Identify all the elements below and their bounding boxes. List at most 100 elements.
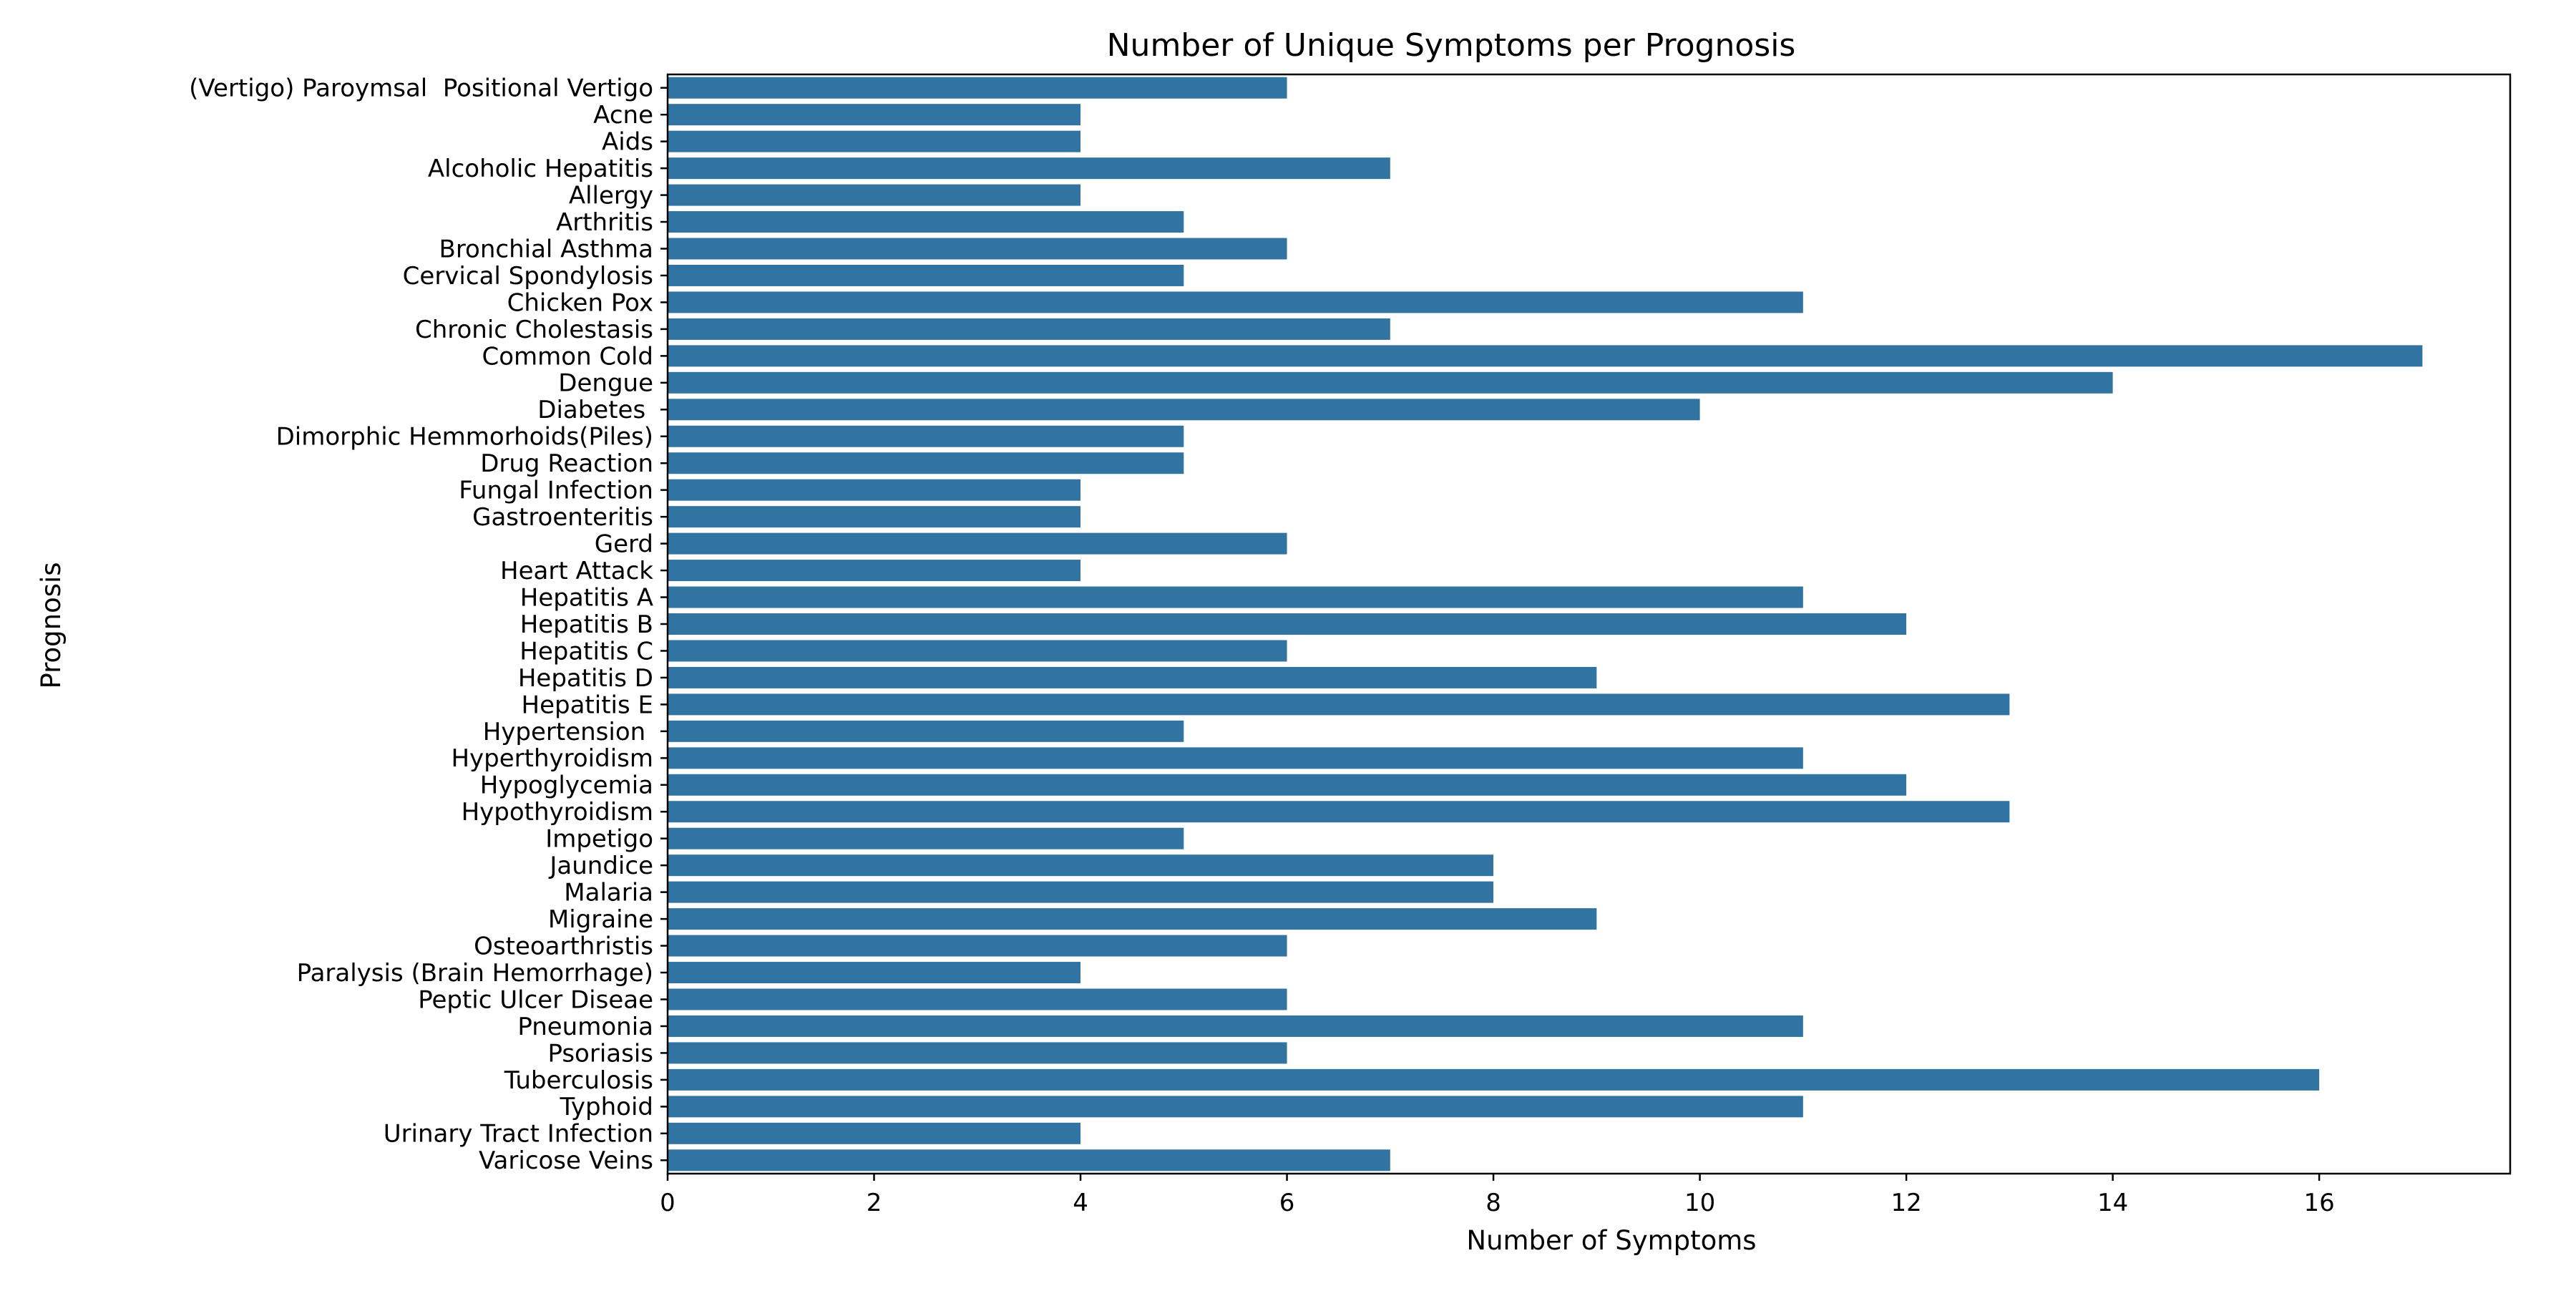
- plot-frame: [666, 73, 2512, 1175]
- y-tick-label: Arthritis: [556, 208, 653, 237]
- bar: [668, 1042, 1287, 1064]
- bar: [668, 291, 1803, 313]
- y-tick-label: Chicken Pox: [507, 288, 653, 317]
- x-axis-label: Number of Symptoms: [1466, 1225, 1756, 1256]
- bar: [668, 774, 1907, 796]
- y-tick-label: Aids: [602, 128, 653, 157]
- bar: [668, 238, 1287, 260]
- y-tick-label: Hepatitis A: [520, 583, 653, 612]
- y-tick-label: Hyperthyroidism: [451, 744, 653, 773]
- y-tick-label: Malaria: [564, 879, 653, 907]
- bar: [668, 827, 1184, 849]
- bar: [668, 640, 1287, 662]
- y-tick-label: Acne: [593, 101, 653, 130]
- bar: [668, 666, 1597, 688]
- bar: [668, 693, 2010, 716]
- x-tick-label: 4: [1073, 1189, 1088, 1217]
- bar: [668, 104, 1081, 126]
- y-tick-label: Urinary Tract Infection: [384, 1120, 653, 1149]
- x-tick-label: 8: [1485, 1189, 1501, 1217]
- bar: [668, 988, 1287, 1010]
- y-tick-label: Paralysis (Brain Hemorrhage): [297, 959, 653, 988]
- y-tick-label: Dimorphic Hemmorhoids(Piles): [276, 423, 653, 452]
- y-tick-label: Impetigo: [545, 825, 653, 854]
- bar: [668, 1149, 1390, 1171]
- x-tick-label: 2: [867, 1189, 882, 1217]
- bar: [668, 881, 1494, 903]
- bar: [668, 425, 1184, 447]
- bar: [668, 130, 1081, 152]
- bar: [668, 77, 1287, 99]
- bar: [668, 532, 1287, 555]
- y-tick-label: Cervical Spondylosis: [403, 262, 653, 291]
- y-tick-label: Fungal Infection: [459, 477, 653, 505]
- x-tick-label: 10: [1684, 1189, 1715, 1217]
- y-axis-ticks: (Vertigo) Paroymsal Positional VertigoAc…: [189, 74, 668, 1175]
- y-tick-label: Varicose Veins: [479, 1146, 653, 1175]
- y-tick-label: Hypertension: [483, 718, 653, 746]
- bar: [668, 1015, 1803, 1037]
- y-tick-label: Osteoarthristis: [474, 932, 653, 960]
- bar: [668, 211, 1184, 233]
- bar: [668, 854, 1494, 877]
- bar: [668, 560, 1081, 582]
- bar: [668, 747, 1803, 769]
- bar: [668, 345, 2423, 367]
- x-tick-label: 14: [2097, 1189, 2128, 1217]
- y-tick-label: (Vertigo) Paroymsal Positional Vertigo: [189, 74, 653, 103]
- bar: [668, 452, 1184, 474]
- y-tick-label: Gerd: [595, 530, 653, 559]
- bars-group: [668, 77, 2423, 1171]
- y-tick-label: Psoriasis: [547, 1039, 653, 1068]
- y-tick-label: Hypoglycemia: [480, 771, 653, 800]
- bar: [668, 801, 2010, 823]
- y-tick-label: Allergy: [569, 181, 653, 210]
- y-tick-label: Hepatitis E: [522, 691, 653, 719]
- y-tick-label: Diabetes: [537, 396, 653, 424]
- y-tick-label: Hepatitis B: [520, 610, 653, 639]
- y-tick-label: Dengue: [558, 369, 653, 398]
- y-tick-label: Gastroenteritis: [472, 503, 653, 532]
- bar: [668, 1068, 2320, 1091]
- bar: [668, 1122, 1081, 1144]
- y-tick-label: Typhoid: [559, 1093, 653, 1121]
- chart-title: Number of Unique Symptoms per Prognosis: [1107, 27, 1796, 64]
- x-axis-ticks: 0 2 4 6 8 10 12 14 16: [660, 1174, 2335, 1217]
- y-tick-label: Hypothyroidism: [462, 798, 653, 827]
- bar: [668, 318, 1390, 340]
- bar: [668, 962, 1081, 984]
- x-tick-label: 6: [1279, 1189, 1295, 1217]
- bar: [668, 506, 1081, 528]
- y-tick-label: Alcoholic Hepatitis: [428, 155, 653, 183]
- bar: [668, 613, 1907, 635]
- x-tick-label: 0: [660, 1189, 675, 1217]
- bar: [668, 479, 1081, 501]
- y-tick-label: Hepatitis C: [519, 637, 653, 666]
- bar: [668, 184, 1081, 206]
- bar: [668, 1096, 1803, 1118]
- y-tick-label: Peptic Ulcer Diseae: [418, 985, 653, 1014]
- bar: [668, 399, 1700, 421]
- y-tick-label: Heart Attack: [500, 557, 653, 585]
- y-tick-label: Common Cold: [482, 342, 653, 371]
- bar: [668, 935, 1287, 957]
- y-tick-label: Migraine: [548, 905, 653, 934]
- y-tick-label: Jaundice: [548, 852, 653, 880]
- bar: [668, 371, 2113, 394]
- y-tick-label: Bronchial Asthma: [439, 235, 654, 263]
- bar: [668, 264, 1184, 286]
- bar: [668, 157, 1390, 180]
- bar: [668, 586, 1803, 608]
- y-tick-label: Hepatitis D: [518, 664, 653, 693]
- y-tick-label: Drug Reaction: [480, 449, 653, 478]
- x-tick-label: 16: [2303, 1189, 2334, 1217]
- bar: [668, 720, 1184, 742]
- x-tick-label: 12: [1890, 1189, 1921, 1217]
- y-tick-label: Pneumonia: [517, 1013, 653, 1041]
- y-tick-label: Chronic Cholestasis: [415, 316, 653, 344]
- y-tick-label: Tuberculosis: [504, 1066, 653, 1095]
- y-axis-label: Prognosis: [36, 562, 67, 688]
- bar: [668, 908, 1597, 930]
